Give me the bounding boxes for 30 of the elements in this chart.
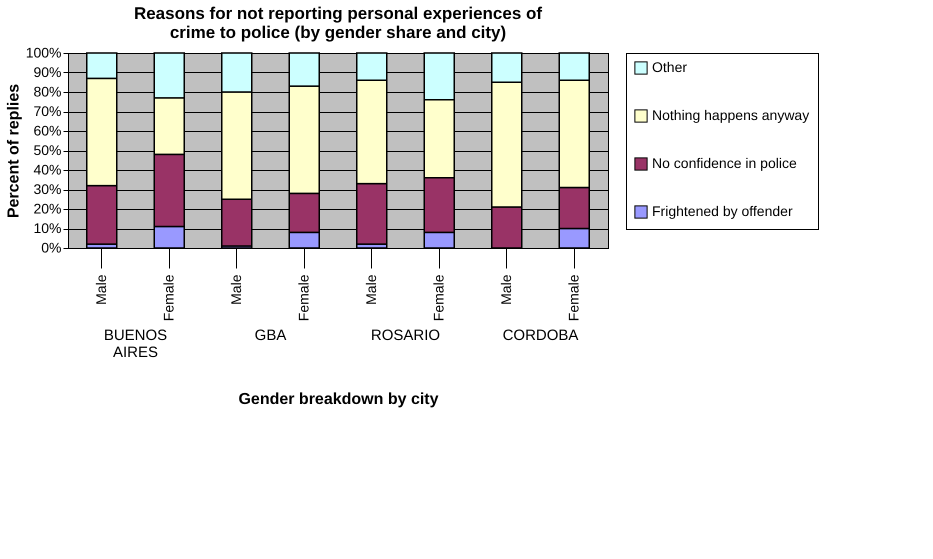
y-tick-label: 100% [26, 44, 62, 60]
legend-label: Other [652, 59, 688, 75]
text: GBA [254, 327, 286, 344]
text: CORDOBA [502, 327, 578, 344]
y-tick-label: 30% [33, 181, 62, 197]
x-tick-label: Female [430, 274, 446, 322]
y-tick-label: 20% [33, 200, 62, 216]
x-tick-label: Male [498, 274, 514, 305]
text: BUENOS AIRES [104, 327, 168, 361]
x-axis-title: Gender breakdown by city [238, 391, 439, 408]
y-tick-label: 80% [33, 84, 62, 100]
y-tick-label: 60% [33, 122, 62, 138]
chart-title: Reasons for not reporting personal experiences of crime to police (by gender share and city) [134, 4, 542, 42]
y-tick-label: 40% [33, 162, 62, 178]
x-tick-label: Male [92, 274, 109, 305]
y-tick-label: 0% [41, 240, 62, 256]
y-axis-title: Percent of replies [6, 84, 23, 218]
x-tick-label: Male [362, 274, 379, 305]
x-tick-label: Female [565, 274, 582, 322]
text: ROSARIO [370, 327, 440, 344]
legend-label: Frightened by offender [652, 203, 793, 219]
legend-label: Nothing happens anyway [652, 107, 810, 123]
y-tick-label: 70% [33, 103, 62, 119]
y-tick-label: 50% [33, 142, 62, 158]
y-tick-label: 90% [33, 64, 62, 80]
x-tick-label: Male [228, 274, 244, 305]
x-tick-label: Female [160, 274, 176, 322]
y-tick-label: 10% [33, 220, 62, 236]
legend-label: No confidence in police [652, 155, 797, 171]
x-tick-label: Female [295, 274, 312, 322]
